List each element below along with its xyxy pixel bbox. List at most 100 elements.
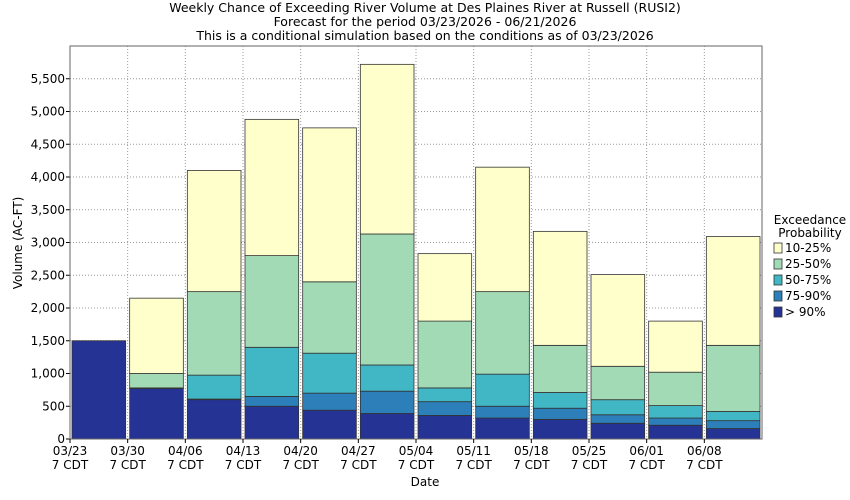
y-tick-label: 4,000 <box>31 170 65 184</box>
y-tick-label: 1,000 <box>31 367 65 381</box>
legend-swatch <box>773 258 783 270</box>
bar-segment <box>302 281 357 354</box>
bar-segment <box>129 388 184 440</box>
y-tick-label: 3,000 <box>31 236 65 250</box>
bar-segment <box>244 118 300 257</box>
x-tick-label: 05/04 <box>399 444 434 458</box>
x-tick-label: 06/08 <box>687 444 722 458</box>
bar-segment <box>417 401 473 416</box>
x-tick-sublabel: 7 CDT <box>571 458 608 472</box>
y-tick-label: 1,500 <box>31 334 65 348</box>
bar-segment <box>705 344 761 412</box>
bar-segment <box>475 373 530 407</box>
y-tick-label: 4,500 <box>31 137 65 151</box>
x-tick-sublabel: 7 CDT <box>340 458 377 472</box>
bar-segment <box>532 407 588 420</box>
bar-segment <box>417 415 473 440</box>
y-axis-label: Volume (AC-FT) <box>11 197 25 290</box>
bar-segment <box>359 233 415 366</box>
legend-title: Exceedance <box>774 213 846 227</box>
bar-segment <box>302 352 357 394</box>
bar-segment <box>475 405 530 419</box>
bar-segment <box>186 291 242 376</box>
x-tick-sublabel: 7 CDT <box>628 458 665 472</box>
x-tick-sublabel: 7 CDT <box>109 458 146 472</box>
legend-swatch <box>773 242 783 254</box>
x-tick-sublabel: 7 CDT <box>167 458 204 472</box>
x-tick-label: 03/23 <box>53 444 88 458</box>
legend-swatch <box>773 306 783 318</box>
bar-segment <box>186 399 242 440</box>
bar-segment <box>705 420 761 429</box>
bar-segment <box>302 127 357 283</box>
bar-segment <box>648 424 703 440</box>
bar-segment <box>186 374 242 400</box>
chart-title: Weekly Chance of Exceeding River Volume … <box>169 0 681 15</box>
y-tick-label: 5,500 <box>31 72 65 86</box>
bar-segment <box>359 63 415 235</box>
legend-title: Probability <box>778 226 841 240</box>
bar-segment <box>705 236 761 346</box>
y-tick-label: 2,000 <box>31 301 65 315</box>
bar-segment <box>244 255 300 348</box>
bar-segment <box>648 417 703 426</box>
y-tick-label: 2,500 <box>31 268 65 282</box>
bar-segment <box>475 166 530 293</box>
bar-segment <box>359 390 415 414</box>
x-tick-sublabel: 7 CDT <box>686 458 723 472</box>
x-tick-sublabel: 7 CDT <box>225 458 262 472</box>
x-tick-label: 04/27 <box>341 444 376 458</box>
bar-segment <box>532 418 588 440</box>
chart-title: Forecast for the period 03/23/2026 - 06/… <box>274 14 577 29</box>
bar-segment <box>648 371 703 406</box>
bar-segment <box>244 346 300 397</box>
x-tick-sublabel: 7 CDT <box>513 458 550 472</box>
bar-segment <box>417 253 473 322</box>
bar-segment <box>532 344 588 393</box>
legend-swatch <box>773 290 783 302</box>
x-tick-sublabel: 7 CDT <box>398 458 435 472</box>
bar-segment <box>129 297 184 374</box>
bar-segment <box>359 364 415 392</box>
y-tick-label: 0 <box>57 432 65 446</box>
legend-label: > 90% <box>785 305 826 319</box>
bar-segment <box>359 413 415 440</box>
bar-segment <box>244 405 300 440</box>
x-tick-sublabel: 7 CDT <box>52 458 89 472</box>
legend-label: 75-90% <box>785 289 831 303</box>
bar-segment <box>532 392 588 409</box>
bar-segment <box>302 392 357 411</box>
bar-segment <box>705 428 761 440</box>
x-tick-sublabel: 7 CDT <box>455 458 492 472</box>
bar-segment <box>417 387 473 403</box>
x-tick-label: 06/01 <box>629 444 664 458</box>
legend-swatch <box>773 274 783 286</box>
x-tick-label: 05/11 <box>456 444 491 458</box>
bar-segment <box>475 417 530 440</box>
x-tick-label: 05/18 <box>514 444 549 458</box>
bar-segment <box>129 373 184 389</box>
x-tick-label: 04/20 <box>283 444 318 458</box>
y-tick-label: 500 <box>42 399 65 413</box>
bar-segment <box>705 411 761 422</box>
chart-title: This is a conditional simulation based o… <box>195 28 653 43</box>
bar-segment <box>648 405 703 419</box>
bar-segment <box>186 170 242 293</box>
y-tick-label: 5,000 <box>31 105 65 119</box>
bar-segment <box>590 422 646 440</box>
x-tick-label: 05/25 <box>572 444 607 458</box>
bar-segment <box>244 396 300 407</box>
y-tick-label: 3,500 <box>31 203 65 217</box>
bar-segment <box>590 414 646 424</box>
legend-label: 25-50% <box>785 257 831 271</box>
x-tick-label: 04/06 <box>168 444 203 458</box>
x-tick-label: 03/30 <box>110 444 145 458</box>
bar-segment <box>71 340 127 440</box>
bar-segment <box>417 320 473 389</box>
legend-label: 50-75% <box>785 273 831 287</box>
x-tick-label: 04/13 <box>226 444 261 458</box>
bar-segment <box>302 409 357 440</box>
bar-segment <box>475 291 530 375</box>
bar-segment <box>648 320 703 373</box>
